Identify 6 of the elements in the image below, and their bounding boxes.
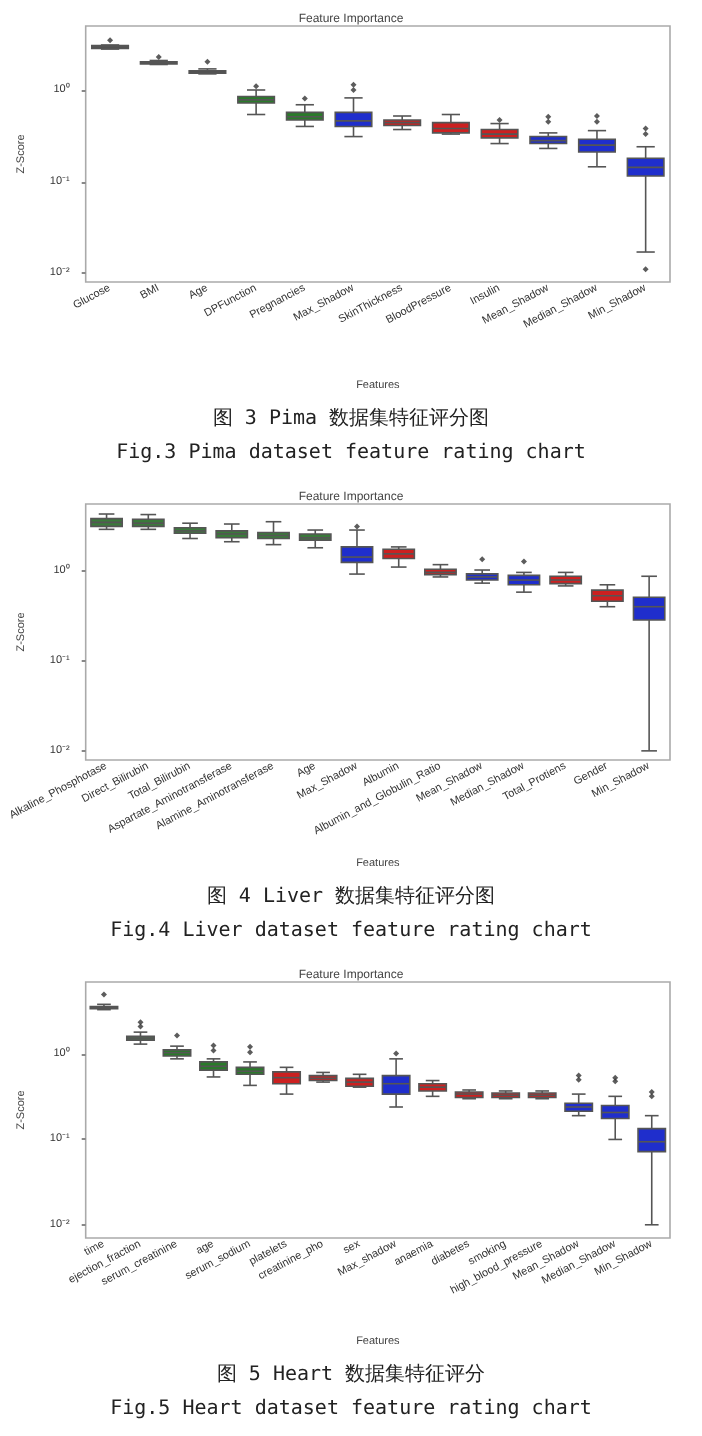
caption: Fig.4 Liver dataset feature rating chart <box>108 918 594 946</box>
caption: Fig.5 Heart dataset feature rating chart <box>108 1396 594 1424</box>
caption: 图 5 Heart 数据集特征评分 <box>214 1361 488 1390</box>
caption: 图 3 Pima 数据集特征评分图 <box>210 405 492 434</box>
caption: Fig.3 Pima dataset feature rating chart <box>114 440 588 468</box>
caption: 图 4 Liver 数据集特征评分图 <box>204 883 498 912</box>
